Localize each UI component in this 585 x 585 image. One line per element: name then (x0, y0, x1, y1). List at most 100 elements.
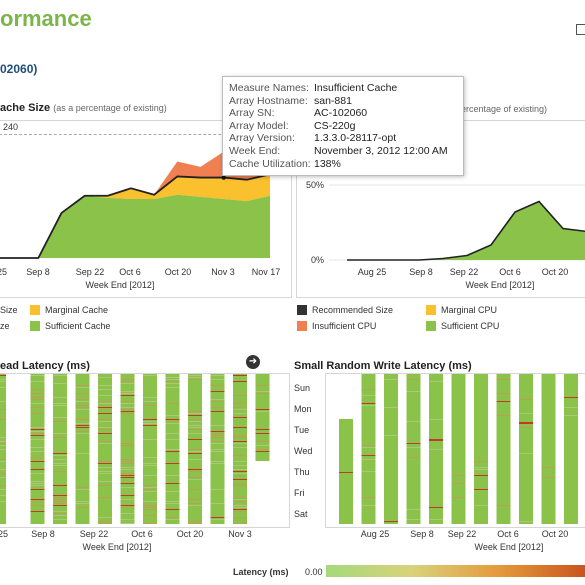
heatmap-streak (384, 379, 398, 380)
heatmap-streak (429, 449, 443, 450)
legend-item-sufficient-cache[interactable]: Sufficient Cache (30, 321, 110, 331)
heatmap-streak (384, 521, 398, 522)
heatmap-streak (188, 469, 202, 470)
heatmap-streak (75, 405, 90, 406)
heatmap-streak (75, 501, 90, 502)
heatmap-streak (53, 433, 67, 434)
heatmap-streak (496, 415, 511, 416)
x-tick-label: Oct 6 (499, 267, 521, 277)
heatmap-streak (210, 443, 225, 444)
heatmap-cell (143, 374, 157, 524)
legend-item-marginal-cpu[interactable]: Marginal CPU (426, 305, 497, 315)
heatmap-streak (496, 379, 511, 380)
heatmap-streak (188, 479, 202, 480)
x-tick-label: Nov 3 (211, 267, 235, 277)
tooltip-row: Array Model: CS-220g (229, 120, 457, 133)
day-label: Fri (294, 488, 305, 498)
heatmap-streak (165, 503, 180, 504)
tooltip-key: Array Model: (229, 119, 289, 132)
x-tick-label: Oct 20 (542, 529, 569, 539)
heatmap-streak (188, 451, 202, 452)
heatmap-streak (75, 409, 90, 410)
heatmap-streak (361, 389, 376, 390)
heatmap-streak (233, 443, 247, 444)
arrow-right-icon[interactable]: ➜ (246, 355, 260, 369)
selected-point-marker (221, 175, 226, 180)
heatmap-streak (519, 427, 533, 428)
heatmap-streak (165, 501, 180, 502)
heatmap-streak (120, 475, 135, 476)
heatmap-streak (233, 413, 247, 414)
heatmap-streak (53, 497, 67, 498)
legend-item-recommended-size[interactable]: Recommended Size (297, 305, 393, 315)
legend-swatch (297, 321, 307, 331)
latency-gradient-bar (326, 565, 585, 577)
heatmap-streak (143, 485, 157, 486)
heatmap-streak (361, 471, 376, 472)
x-tick-label: Sep 22 (80, 529, 109, 539)
legend-item-size[interactable]: Size (0, 305, 18, 315)
heatmap-streak (98, 463, 112, 464)
legend-item-insufficient-cpu[interactable]: Insufficient CPU (297, 321, 376, 331)
heatmap-streak (188, 419, 202, 420)
heatmap-streak (120, 523, 135, 524)
cache-size-filter[interactable]: 240 (0, 121, 291, 135)
heatmap-streak (361, 445, 376, 446)
heatmap-streak (233, 505, 247, 506)
heatmap-streak (233, 435, 247, 436)
heatmap-streak (143, 509, 157, 510)
heatmap-streak (406, 421, 421, 422)
heatmap-streak (165, 509, 180, 510)
heatmap-streak (361, 395, 376, 396)
heatmap-streak (255, 411, 270, 412)
heatmap-streak (165, 383, 180, 384)
x-tick-label: Sep 8 (409, 267, 433, 277)
heatmap-streak (30, 499, 45, 500)
heatmap-streak (233, 407, 247, 408)
heatmap-streak (143, 463, 157, 464)
heatmap-cell (541, 374, 556, 524)
heatmap-streak (30, 483, 45, 484)
write-latency-title: Small Random Write Latency (ms) (294, 360, 472, 372)
heatmap-streak (188, 521, 202, 522)
heatmap-streak (120, 483, 135, 484)
heatmap-streak (255, 393, 270, 394)
heatmap-cell (564, 374, 578, 524)
heatmap-streak (98, 467, 112, 468)
heatmap-streak (361, 505, 376, 506)
heatmap-streak (233, 461, 247, 462)
legend-item-sufficient-cpu[interactable]: Sufficient CPU (426, 321, 499, 331)
legend-label: Size (0, 305, 18, 315)
heatmap-streak (75, 453, 90, 454)
legend-swatch (426, 321, 436, 331)
legend-item-marginal-cache[interactable]: Marginal Cache (30, 305, 108, 315)
heatmap-streak (143, 405, 157, 406)
heatmap-streak (75, 387, 90, 388)
latency-legend-label: Latency (ms) (233, 567, 289, 577)
heatmap-streak (53, 459, 67, 460)
x-tick-label: Oct 6 (131, 529, 153, 539)
heatmap-streak (165, 423, 180, 424)
cpu-size-note: percentage of existing) (456, 104, 548, 114)
heatmap-streak (98, 409, 112, 410)
heatmap-streak (98, 395, 112, 396)
heatmap-streak (143, 487, 157, 488)
heatmap-streak (30, 399, 45, 400)
heatmap-streak (0, 375, 6, 376)
heatmap-streak (210, 519, 225, 520)
heatmap-streak (75, 423, 90, 424)
heatmap-streak (210, 391, 225, 392)
heatmap-streak (0, 469, 6, 470)
window-icon[interactable] (576, 24, 585, 35)
heatmap-streak (233, 497, 247, 498)
heatmap-streak (361, 497, 376, 498)
x-tick-label: Oct 20 (542, 267, 569, 277)
heatmap-streak (120, 391, 135, 392)
heatmap-streak (165, 483, 180, 484)
heatmap-streak (165, 379, 180, 380)
heatmap-streak (519, 422, 533, 424)
x-tick-label: 25 (0, 267, 7, 277)
heatmap-streak (120, 507, 135, 508)
heatmap-cell (339, 419, 353, 524)
legend-item-ze[interactable]: ze (0, 321, 10, 331)
